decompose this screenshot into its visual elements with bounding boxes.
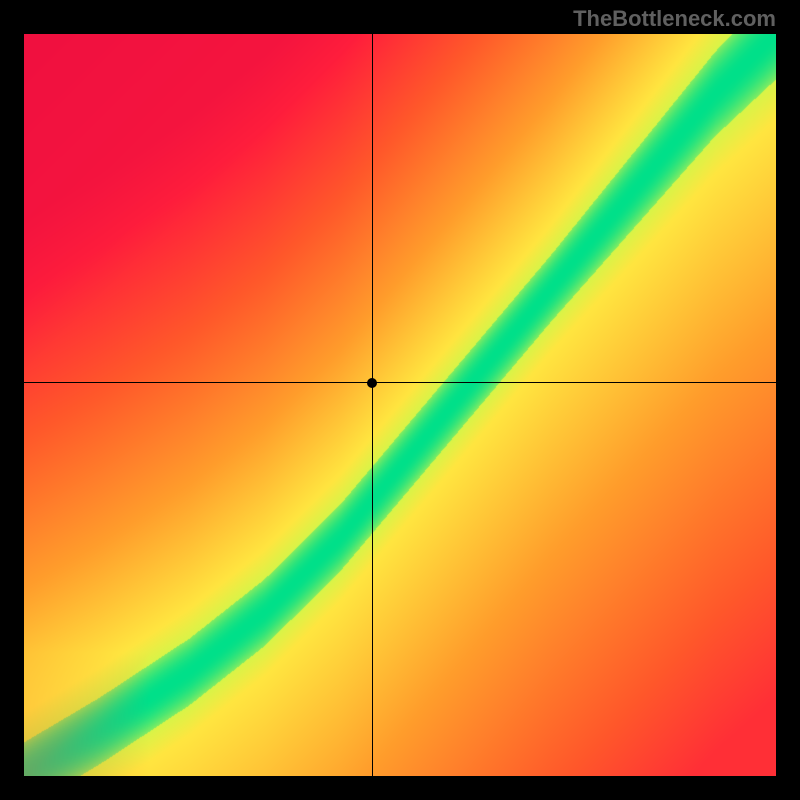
heatmap-canvas bbox=[24, 34, 776, 776]
crosshair-vertical bbox=[372, 34, 373, 776]
plot-area bbox=[24, 34, 776, 776]
watermark-text: TheBottleneck.com bbox=[573, 6, 776, 32]
crosshair-horizontal bbox=[24, 382, 776, 383]
crosshair-marker bbox=[367, 378, 377, 388]
